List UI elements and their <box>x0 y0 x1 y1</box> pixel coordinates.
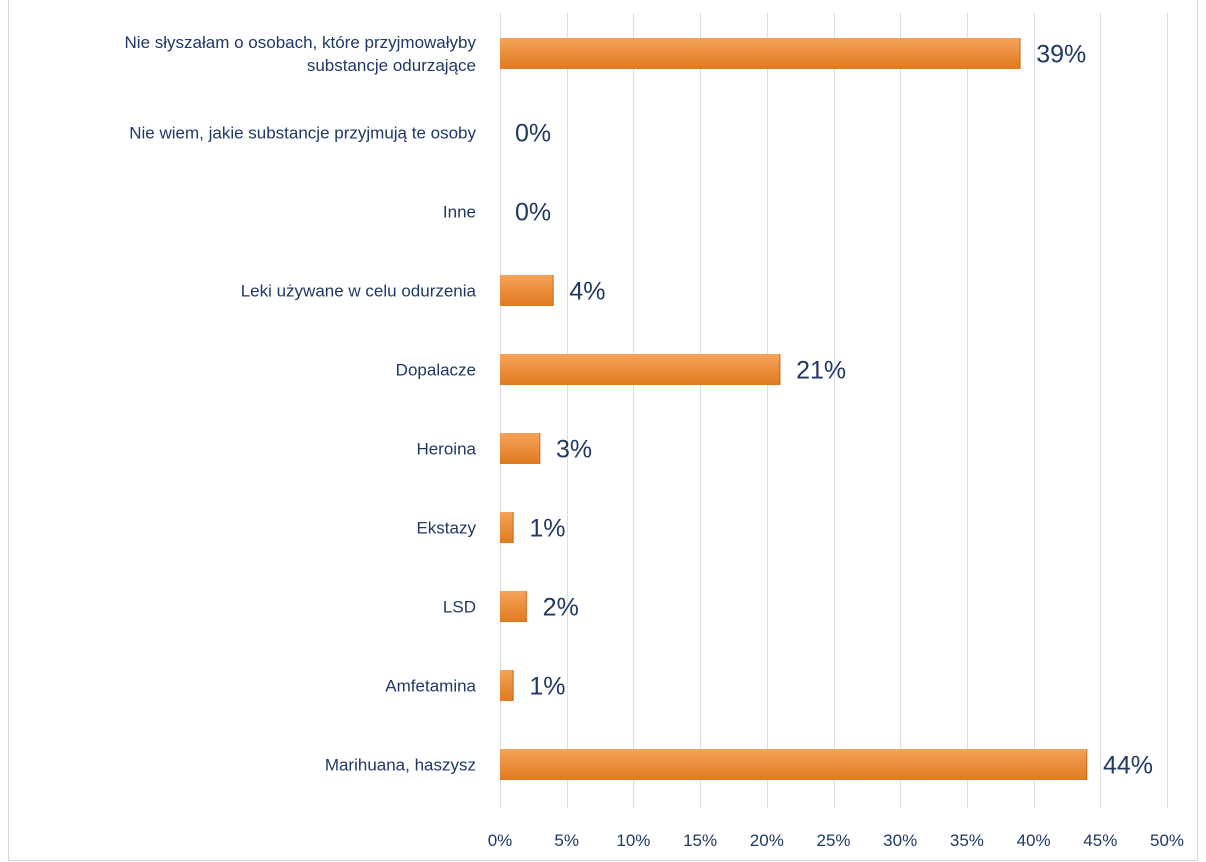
data-label: 2% <box>543 594 579 622</box>
bar <box>500 591 527 622</box>
chart-frame <box>8 0 1198 861</box>
category-label: Marihuana, haszysz <box>325 756 476 775</box>
data-label: 0% <box>515 120 551 148</box>
x-tick-label: 25% <box>816 831 850 850</box>
bar-edge <box>512 670 514 701</box>
bar <box>500 354 781 385</box>
x-tick-label: 40% <box>1017 831 1051 850</box>
data-label: 44% <box>1103 752 1153 780</box>
category-label: Ekstazy <box>416 519 476 538</box>
x-tick-label: 5% <box>554 831 579 850</box>
bar-edge <box>1019 38 1021 69</box>
bar-edge <box>539 433 541 464</box>
x-tick-label: 30% <box>883 831 917 850</box>
data-label: 1% <box>529 673 565 701</box>
bar <box>500 275 554 306</box>
category-label: Nie słyszałam o osobach, które przyjmowa… <box>125 33 477 75</box>
bar <box>500 749 1087 780</box>
x-tick-label: 20% <box>750 831 784 850</box>
category-label: Inne <box>443 203 476 222</box>
x-tick-label: 45% <box>1083 831 1117 850</box>
bar-edge <box>552 275 554 306</box>
x-axis-tick-labels: 0% 5% 10% 15% 20% 25% 30% 35% 40% 45% 50% <box>488 831 1184 850</box>
bar <box>500 433 541 464</box>
category-label: Dopalacze <box>396 361 476 380</box>
x-tick-label: 0% <box>488 831 513 850</box>
category-label: Nie wiem, jakie substancje przyjmują te … <box>129 124 476 143</box>
category-labels: Nie słyszałam o osobach, które przyjmowa… <box>125 33 477 775</box>
data-label: 3% <box>556 436 592 464</box>
category-label: Amfetamina <box>385 677 476 696</box>
category-label: Heroina <box>416 440 476 459</box>
bars <box>500 38 1088 780</box>
bar-edge <box>779 354 781 385</box>
x-tick-label: 35% <box>950 831 984 850</box>
data-labels: 39% 0% 0% 4% 21% 3% 1% 2% 1% 44% <box>515 41 1153 780</box>
x-tick-label: 10% <box>616 831 650 850</box>
x-tick-label: 15% <box>683 831 717 850</box>
x-tick-label: 50% <box>1150 831 1184 850</box>
bar <box>500 512 514 543</box>
category-label: LSD <box>443 598 476 617</box>
bar <box>500 670 514 701</box>
data-label: 0% <box>515 199 551 227</box>
data-label: 39% <box>1036 41 1086 69</box>
bar <box>500 38 1021 69</box>
data-label: 4% <box>569 278 605 306</box>
grid-lines <box>500 13 1168 808</box>
bar-edge <box>525 591 528 622</box>
bar-edge <box>1085 749 1088 780</box>
category-label: Leki używane w celu odurzenia <box>241 282 477 301</box>
data-label: 1% <box>529 515 565 543</box>
data-label: 21% <box>796 357 846 385</box>
bar-edge <box>512 512 514 543</box>
